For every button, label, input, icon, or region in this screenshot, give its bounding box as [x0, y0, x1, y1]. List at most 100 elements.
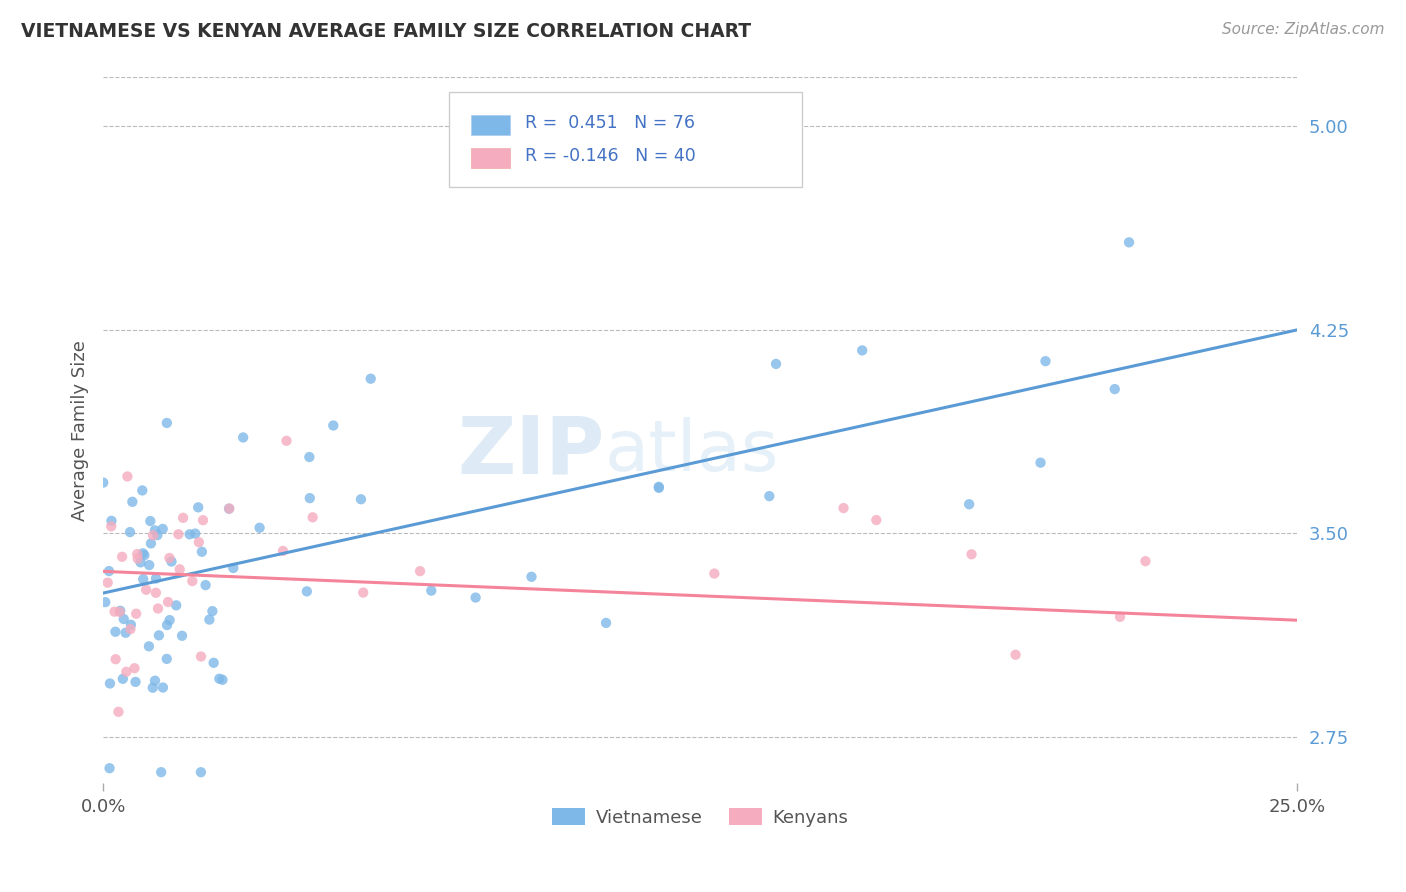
Point	[91, 475, 114, 490]
FancyBboxPatch shape	[471, 115, 510, 136]
Point	[1104, 382, 1126, 396]
Point	[520, 570, 543, 584]
Point	[191, 545, 214, 559]
Point	[121, 495, 143, 509]
Point	[104, 652, 127, 666]
Point	[295, 584, 318, 599]
Point	[139, 536, 162, 550]
Point	[112, 612, 135, 626]
Point	[156, 595, 179, 609]
Y-axis label: Average Family Size: Average Family Size	[72, 340, 89, 521]
Text: ZIP: ZIP	[457, 412, 605, 491]
Point	[198, 613, 221, 627]
Point	[132, 572, 155, 586]
Point	[156, 618, 179, 632]
Point	[191, 513, 214, 527]
Point	[420, 583, 443, 598]
Point	[152, 522, 174, 536]
Point	[322, 418, 344, 433]
Point	[138, 558, 160, 572]
Point	[1004, 648, 1026, 662]
Point	[124, 661, 146, 675]
Point	[249, 521, 271, 535]
Point	[208, 672, 231, 686]
Point	[94, 595, 117, 609]
Point	[120, 617, 142, 632]
Point	[108, 605, 131, 619]
Point	[110, 604, 132, 618]
Point	[352, 585, 374, 599]
Point	[107, 705, 129, 719]
Point	[167, 527, 190, 541]
Point	[131, 483, 153, 498]
Point	[111, 549, 134, 564]
Point	[211, 673, 233, 687]
Point	[103, 605, 125, 619]
Point	[145, 586, 167, 600]
Point	[97, 575, 120, 590]
Text: Source: ZipAtlas.com: Source: ZipAtlas.com	[1222, 22, 1385, 37]
Point	[139, 514, 162, 528]
Point	[232, 430, 254, 444]
Legend: Vietnamese, Kenyans: Vietnamese, Kenyans	[544, 801, 856, 834]
FancyBboxPatch shape	[450, 92, 801, 186]
Point	[169, 562, 191, 576]
Point	[350, 492, 373, 507]
Point	[181, 574, 204, 588]
Point	[142, 681, 165, 695]
Point	[135, 582, 157, 597]
Point	[156, 652, 179, 666]
Point	[960, 547, 983, 561]
Point	[98, 564, 121, 578]
Point	[115, 665, 138, 679]
Point	[111, 672, 134, 686]
Point	[127, 551, 149, 566]
Point	[143, 524, 166, 538]
Point	[648, 481, 671, 495]
Point	[146, 528, 169, 542]
Point	[187, 500, 209, 515]
Point	[1135, 554, 1157, 568]
Point	[127, 547, 149, 561]
Text: atlas: atlas	[605, 417, 779, 486]
Point	[464, 591, 486, 605]
Point	[187, 535, 209, 549]
Text: R = -0.146   N = 40: R = -0.146 N = 40	[524, 147, 696, 165]
Point	[1118, 235, 1140, 250]
Point	[595, 615, 617, 630]
Point	[758, 489, 780, 503]
Point	[142, 528, 165, 542]
Point	[865, 513, 887, 527]
Point	[179, 527, 201, 541]
Point	[851, 343, 873, 358]
Point	[276, 434, 298, 448]
Point	[832, 501, 855, 516]
Point	[409, 564, 432, 578]
Point	[1109, 610, 1132, 624]
Point	[298, 491, 321, 505]
Point	[150, 765, 173, 780]
Point	[165, 599, 187, 613]
Point	[100, 514, 122, 528]
Point	[100, 519, 122, 533]
Point	[271, 544, 294, 558]
Point	[98, 676, 121, 690]
Point	[114, 625, 136, 640]
Point	[124, 674, 146, 689]
Point	[190, 649, 212, 664]
Point	[765, 357, 787, 371]
Point	[218, 501, 240, 516]
Point	[648, 480, 671, 494]
Point	[160, 555, 183, 569]
Point	[957, 497, 980, 511]
Point	[134, 548, 156, 562]
Point	[125, 607, 148, 621]
Point	[194, 578, 217, 592]
Point	[360, 372, 382, 386]
Point	[152, 681, 174, 695]
Point	[170, 629, 193, 643]
Point	[146, 601, 169, 615]
Text: VIETNAMESE VS KENYAN AVERAGE FAMILY SIZE CORRELATION CHART: VIETNAMESE VS KENYAN AVERAGE FAMILY SIZE…	[21, 22, 751, 41]
Point	[117, 469, 139, 483]
Point	[201, 604, 224, 618]
